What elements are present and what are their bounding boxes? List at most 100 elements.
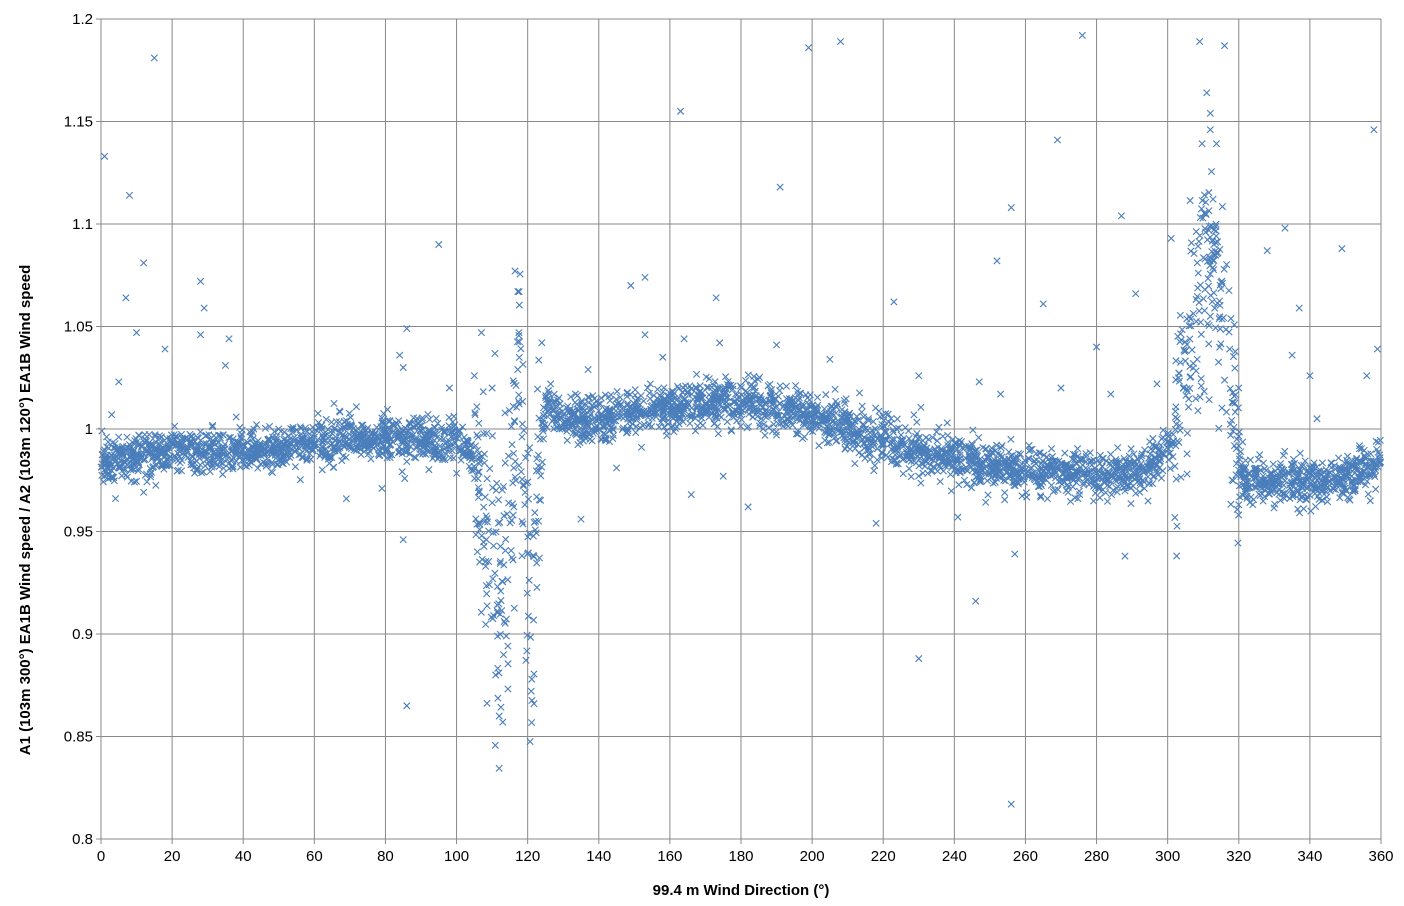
data-point [949,435,957,444]
data-point [1072,466,1080,474]
data-point [776,382,784,390]
data-point [489,528,497,537]
data-point [841,415,849,423]
data-point [1269,486,1277,495]
data-point [520,426,528,435]
data-point [866,428,874,436]
data-point [1007,435,1015,443]
data-point [219,470,227,478]
data-point [453,469,461,477]
data-point [535,356,543,364]
data-point [1225,286,1233,295]
data-point [403,702,411,710]
data-point [1193,259,1201,267]
data-point [422,444,430,452]
data-point [475,525,484,534]
data-point [468,467,476,475]
data-point [623,392,631,400]
data-point [764,407,772,416]
data-point [907,473,915,481]
data-point [543,423,551,431]
data-point [526,444,534,452]
data-point [1351,485,1359,493]
data-point [1082,450,1090,458]
data-point [206,456,214,464]
data-point [585,413,593,421]
data-point [1373,445,1381,454]
data-point [867,438,875,446]
data-point [225,434,233,442]
data-point [236,463,244,471]
data-point [1267,482,1275,490]
data-point [1353,465,1361,473]
data-point [538,339,546,347]
data-point [406,420,414,428]
data-point [996,390,1005,398]
data-point [495,764,503,772]
data-point [107,473,115,482]
data-point [482,536,490,544]
data-point [111,494,120,503]
data-point [227,456,235,464]
data-point [975,378,983,386]
data-point [207,452,215,460]
x-tick-label: 160 [657,848,682,865]
data-point [332,418,341,426]
data-point [749,383,757,391]
data-point [111,444,119,452]
data-point [1252,467,1260,476]
data-point [1205,188,1213,197]
data-point [431,450,439,458]
data-point [1165,456,1173,464]
data-point [1176,311,1184,319]
data-point [998,442,1006,450]
data-point [1204,274,1212,283]
data-point [1227,500,1235,508]
data-point [1194,407,1202,415]
data-point [975,434,983,442]
data-point [1011,469,1019,477]
data-point [474,433,482,441]
data-point [103,443,111,451]
data-point [508,440,516,449]
data-point [281,450,289,459]
data-point [965,444,974,453]
data-point [352,403,360,411]
data-point [1341,484,1349,492]
data-point [986,459,994,467]
data-point [257,452,265,460]
data-point [148,454,156,463]
data-point [1217,278,1225,286]
data-point [637,392,645,400]
data-point [564,402,572,410]
data-point [445,384,454,392]
data-point [497,703,505,711]
data-point [745,403,754,412]
data-point [716,339,724,347]
data-point [1263,247,1271,255]
data-point [742,387,750,395]
data-point [306,450,314,458]
data-point [104,438,112,446]
data-point [1313,415,1321,423]
data-point [1219,314,1228,322]
data-point [208,421,217,430]
data-point [174,466,182,474]
data-point [1300,505,1308,513]
data-point [114,459,122,467]
data-point [705,391,713,399]
data-point [267,467,275,475]
data-point [643,384,652,392]
data-point [1372,485,1380,493]
data-point [871,431,879,439]
data-point [309,423,317,431]
data-point [660,395,668,403]
data-point [734,396,742,404]
data-point [1206,233,1214,241]
data-point [278,445,286,453]
data-point [1185,313,1194,321]
data-point [689,410,697,418]
data-point [772,428,780,436]
data-point [813,393,822,402]
data-point [913,430,921,438]
